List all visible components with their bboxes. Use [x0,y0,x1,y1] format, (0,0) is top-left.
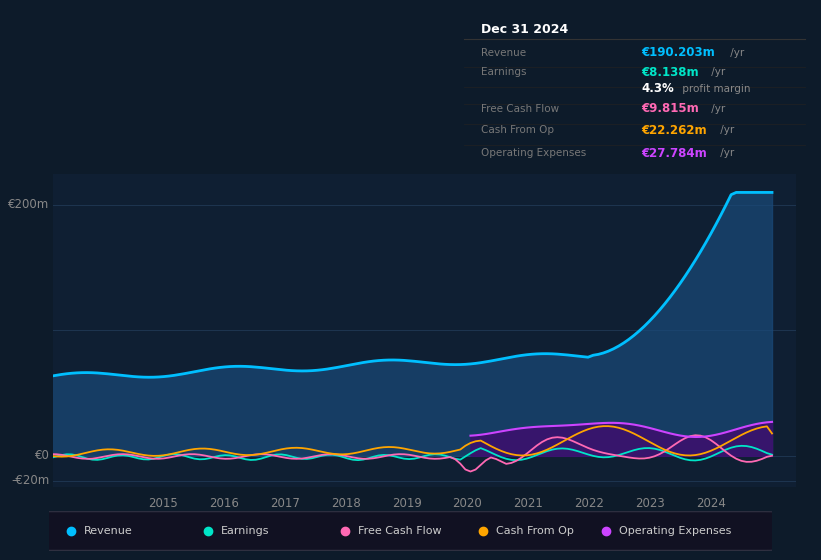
Text: 4.3%: 4.3% [641,82,674,95]
Text: /yr: /yr [718,125,735,135]
Text: Cash From Op: Cash From Op [496,526,574,535]
Text: €0: €0 [34,449,49,463]
Text: Revenue: Revenue [481,48,526,58]
Text: Free Cash Flow: Free Cash Flow [359,526,442,535]
FancyBboxPatch shape [34,512,779,550]
Text: /yr: /yr [708,67,725,77]
Text: €200m: €200m [8,198,49,212]
Text: profit margin: profit margin [679,84,750,94]
Text: €190.203m: €190.203m [641,46,715,59]
Text: Operating Expenses: Operating Expenses [481,148,586,158]
Text: €27.784m: €27.784m [641,147,707,160]
Text: /yr: /yr [727,48,744,58]
Text: Earnings: Earnings [221,526,270,535]
Text: -€20m: -€20m [11,474,49,487]
Text: /yr: /yr [708,104,725,114]
Text: Free Cash Flow: Free Cash Flow [481,104,559,114]
Text: Revenue: Revenue [84,526,133,535]
Text: €9.815m: €9.815m [641,102,699,115]
Text: Dec 31 2024: Dec 31 2024 [481,23,568,36]
Text: Operating Expenses: Operating Expenses [618,526,731,535]
Text: /yr: /yr [718,148,735,158]
Text: Cash From Op: Cash From Op [481,125,554,135]
Text: Earnings: Earnings [481,67,526,77]
Text: €22.262m: €22.262m [641,124,707,137]
Text: €8.138m: €8.138m [641,66,699,79]
